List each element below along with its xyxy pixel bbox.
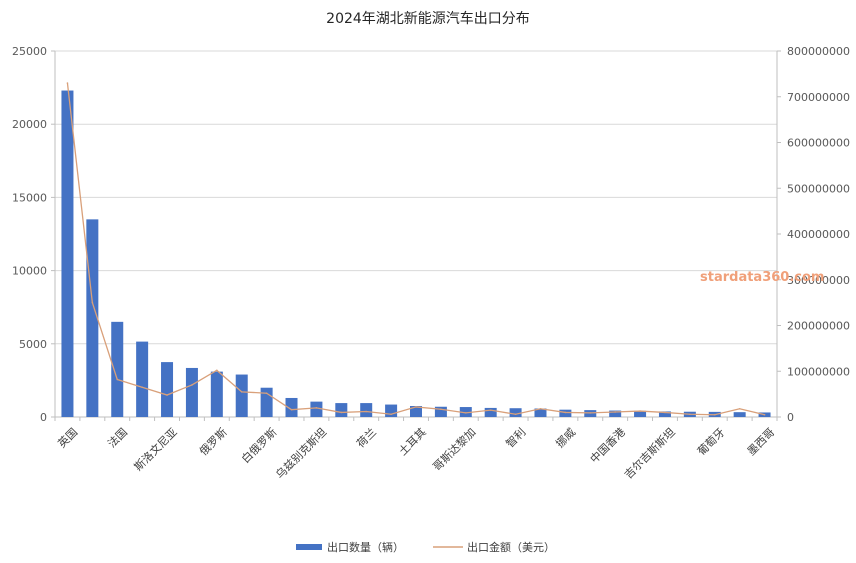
- line-point-澳大利亚: [290, 408, 293, 411]
- line-point-葡萄牙: [713, 413, 716, 416]
- left-tick-label: 0: [40, 411, 47, 424]
- left-tick-label: 25000: [12, 45, 47, 58]
- line-point-德国: [91, 301, 94, 304]
- right-tick-label: 700000000: [787, 91, 850, 104]
- category-label: 俄罗斯: [197, 426, 230, 459]
- bar-澳大利亚: [285, 397, 298, 417]
- line-point-泰国: [440, 408, 442, 411]
- line-point-白俄罗斯: [265, 392, 268, 395]
- line-point-新西兰: [639, 410, 641, 412]
- axes: [51, 50, 781, 421]
- bar-西班牙: [235, 374, 248, 417]
- bar-series: [61, 90, 771, 417]
- line-point-阿联酋: [689, 413, 691, 416]
- legend: 出口数量（辆） 出口金额（美元）: [296, 540, 555, 554]
- bar-以色列: [185, 367, 198, 417]
- line-point-斯洛文尼亚: [166, 394, 168, 396]
- line-point-墨西哥: [763, 413, 766, 416]
- line-point-巴西: [489, 409, 492, 411]
- category-label: 智利: [503, 425, 528, 450]
- category-label: 墨西哥: [745, 426, 778, 459]
- bar-土耳其: [410, 406, 422, 417]
- bar-巴西: [484, 407, 497, 417]
- line-point-挪威: [564, 411, 567, 414]
- left-tick-label: 10000: [12, 265, 47, 278]
- line-point-意大利: [340, 411, 343, 414]
- line-point-土耳其: [415, 406, 417, 408]
- category-label: 中国香港: [588, 426, 628, 466]
- category-label: 哥斯达黎加: [430, 425, 479, 474]
- category-label: 法国: [105, 425, 130, 450]
- bar-斯洛文尼亚: [161, 362, 174, 417]
- right-tick-label: 800000000: [787, 45, 850, 58]
- line-point-英国: [66, 82, 69, 84]
- left-tick-label: 20000: [12, 118, 47, 131]
- bar-德国: [86, 219, 99, 417]
- line-point-西班牙: [240, 391, 243, 393]
- legend-label-line: 出口金额（美元）: [467, 540, 555, 554]
- bar-荷兰: [360, 403, 373, 417]
- right-axis-ticks: 0 100000000 200000000 300000000 400000000 500…: [787, 45, 850, 424]
- line-point-荷兰: [365, 410, 368, 413]
- line-series: [66, 82, 766, 416]
- category-label: 英国: [55, 425, 80, 450]
- line-point-瑞典: [539, 407, 542, 410]
- bar-哥斯达黎加: [459, 407, 472, 417]
- bar-俄罗斯: [210, 371, 223, 417]
- line-point-中国香港: [614, 411, 616, 413]
- bar-中国香港: [609, 410, 622, 417]
- bar-哈萨克斯坦: [733, 412, 746, 417]
- right-tick-label: 300000000: [787, 274, 850, 287]
- line-point-波兰: [390, 413, 392, 416]
- category-label: 乌兹别克斯坦: [273, 425, 330, 482]
- line-point-法国: [116, 378, 119, 381]
- line-point-俄罗斯: [216, 369, 218, 372]
- left-tick-label: 5000: [19, 338, 47, 351]
- left-axis-ticks: 0 5000 10000 15000 20000 25000: [12, 45, 47, 424]
- right-tick-label: 100000000: [787, 365, 850, 378]
- bar-智利: [509, 408, 522, 417]
- category-label: 土耳其: [396, 426, 429, 459]
- bar-乌兹别克斯坦: [310, 401, 323, 417]
- category-label: 葡萄牙: [695, 426, 728, 459]
- bar-白俄罗斯: [260, 387, 273, 417]
- category-label: 吉尔吉斯斯坦: [621, 425, 678, 482]
- line-point-智利: [514, 413, 517, 416]
- bar-新西兰: [634, 410, 647, 417]
- bar-吉尔吉斯斯坦: [658, 411, 671, 417]
- left-tick-label: 15000: [12, 191, 47, 204]
- category-label: 荷兰: [354, 426, 379, 451]
- right-tick-label: 400000000: [787, 228, 850, 241]
- line-point-比利时: [141, 386, 143, 389]
- chart-title: 2024年湖北新能源汽车出口分布: [326, 10, 530, 27]
- line-point-以色列: [191, 384, 193, 386]
- category-label: 白俄罗斯: [238, 425, 279, 466]
- line-point-丹麦: [589, 412, 592, 414]
- line-point-吉尔吉斯斯坦: [664, 411, 666, 414]
- right-tick-label: 600000000: [787, 137, 850, 150]
- bar-泰国: [434, 406, 447, 417]
- bar-法国: [111, 321, 124, 417]
- legend-label-bar: 出口数量（辆）: [327, 540, 404, 554]
- bar-意大利: [335, 403, 348, 417]
- category-label: 斯洛文尼亚: [131, 425, 180, 474]
- category-label: 挪威: [553, 425, 578, 450]
- line-point-哈萨克斯坦: [738, 407, 741, 410]
- bar-波兰: [385, 404, 398, 417]
- right-tick-label: 500000000: [787, 182, 850, 195]
- bar-挪威: [559, 409, 572, 417]
- bar-瑞典: [534, 408, 547, 417]
- bar-英国: [61, 90, 74, 417]
- line-point-哥斯达黎加: [464, 412, 467, 414]
- right-tick-label: 200000000: [787, 320, 850, 333]
- gridlines: [55, 50, 777, 345]
- bar-比利时: [136, 341, 149, 417]
- watermark-text: stardata360.com: [700, 270, 824, 285]
- right-tick-label: 0: [787, 411, 794, 424]
- legend-swatch-bar: [296, 544, 322, 550]
- line-point-乌兹别克斯坦: [315, 407, 318, 409]
